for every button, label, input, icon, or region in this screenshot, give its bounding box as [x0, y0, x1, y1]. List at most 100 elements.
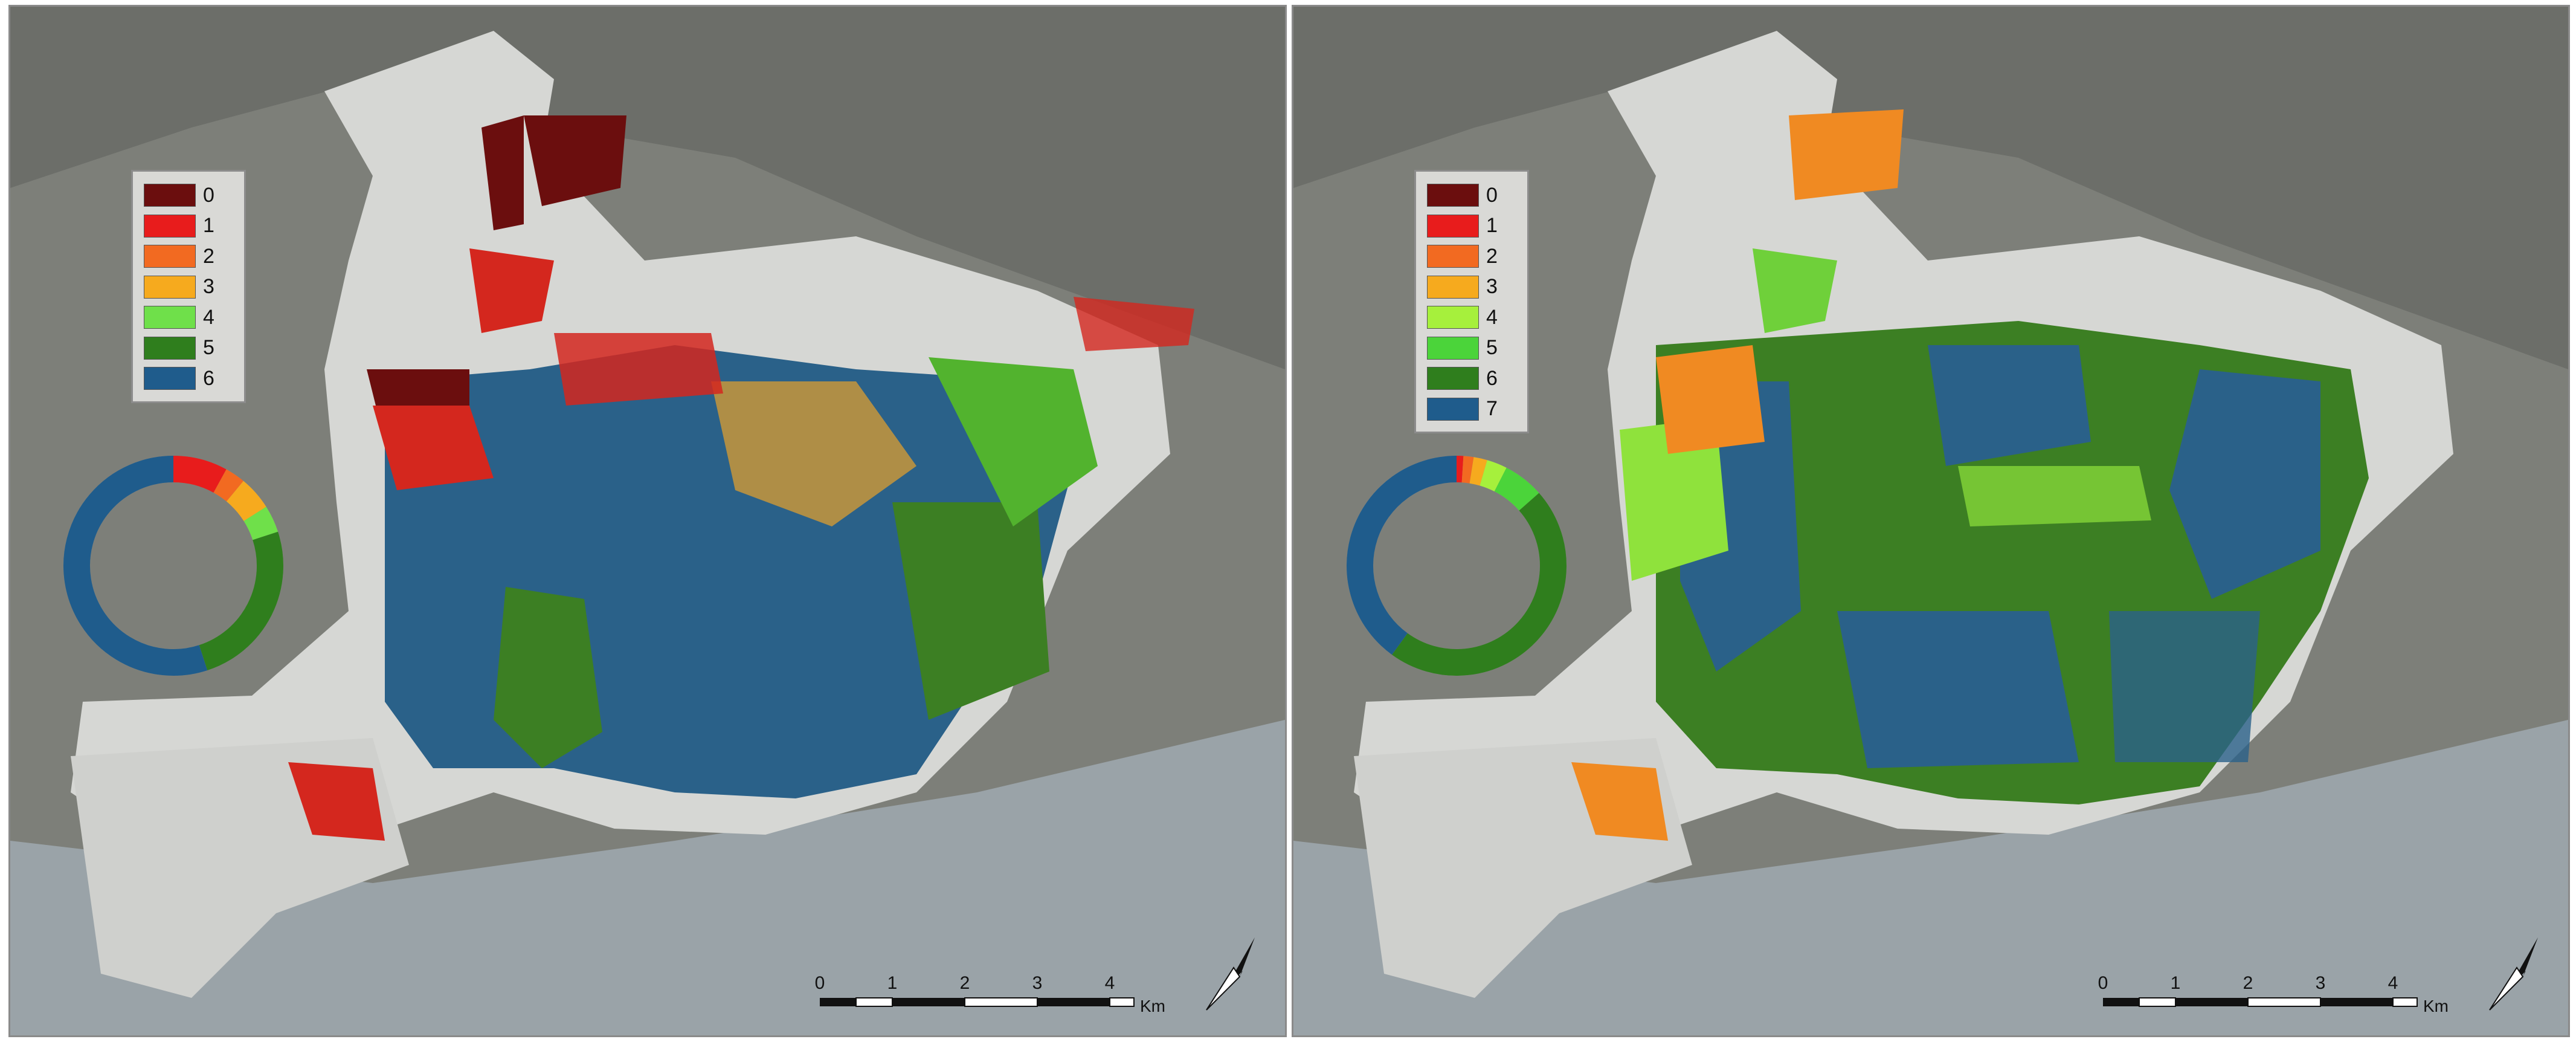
legend-label: 6 — [203, 366, 214, 390]
donut-segment-2 — [1461, 456, 1474, 484]
donut-chart — [63, 456, 283, 676]
scale-tick-label: 2 — [960, 973, 970, 993]
legend-label: 2 — [203, 244, 214, 268]
orange-zone — [1571, 762, 1668, 841]
darkred-zone — [481, 115, 524, 230]
legend-label: 3 — [1486, 275, 1498, 299]
map-canvas — [10, 7, 1285, 1035]
legend-label: 0 — [1486, 183, 1498, 207]
green-zone — [929, 357, 1098, 526]
legend-label: 1 — [203, 214, 214, 238]
blue-zone — [1837, 611, 2079, 768]
scale-unit: Km — [2423, 997, 2449, 1015]
legend-label: 3 — [203, 275, 214, 299]
legend-swatch — [1427, 184, 1479, 207]
scale-segment — [2103, 998, 2139, 1006]
scale-segment — [892, 998, 965, 1006]
scale-segment — [2139, 997, 2176, 1007]
donut-segment-6 — [1392, 493, 1567, 676]
legend-swatch — [1427, 336, 1479, 360]
lightgreen-zone — [1958, 466, 2151, 526]
green-zone — [494, 587, 602, 768]
legend-item: 5 — [1427, 333, 1527, 364]
red-zone — [554, 333, 723, 406]
red-zone — [288, 762, 385, 841]
legend-swatch — [144, 367, 196, 390]
scale-tick-label: 0 — [815, 973, 825, 993]
legend-label: 1 — [1486, 214, 1498, 238]
map-canvas — [1293, 7, 2568, 1035]
scale-tick-label: 3 — [1032, 973, 1043, 993]
map-panel-left: 0 1 2 3 4 5 6 0 1 2 3 4 — [8, 5, 1287, 1037]
blue-zone — [2169, 369, 2320, 599]
donut-segment-6 — [63, 456, 208, 676]
scale-bar: 0 1 2 3 4 Km — [815, 973, 1165, 1015]
legend-label: 5 — [203, 336, 214, 360]
legend-item: 0 — [1427, 180, 1527, 211]
donut-segment-2 — [213, 469, 244, 502]
legend-swatch — [144, 336, 196, 360]
legend-item: 5 — [144, 333, 244, 364]
legend-item: 1 — [1427, 211, 1527, 242]
donut-segment-3 — [226, 481, 266, 522]
scale-segment — [1109, 997, 1135, 1007]
green-zone — [892, 502, 1049, 720]
north-arrow-icon — [2489, 937, 2538, 1011]
legend-item: 4 — [144, 302, 244, 333]
scale-segment — [2247, 997, 2321, 1007]
legend-swatch — [144, 275, 196, 299]
green-zone — [1753, 248, 1837, 333]
legend-swatch — [1427, 275, 1479, 299]
scale-segment — [2392, 997, 2418, 1007]
legend-swatch — [1427, 245, 1479, 268]
mountain-area — [10, 7, 1285, 369]
legend-item: 3 — [144, 272, 244, 303]
donut-segment-4 — [243, 506, 279, 540]
donut-segment-5 — [199, 531, 283, 671]
legend-label: 6 — [1486, 366, 1498, 390]
map-panel-right: 0 1 2 3 4 5 6 7 0 — [1292, 5, 2570, 1037]
scale-tick-label: 4 — [2388, 973, 2398, 993]
red-zone — [1074, 297, 1194, 351]
legend-swatch — [1427, 367, 1479, 390]
scale-segment — [964, 997, 1038, 1007]
scale-segment — [1037, 998, 1110, 1006]
legend-swatch — [1427, 397, 1479, 421]
donut-chart — [1347, 456, 1567, 676]
legend-label: 4 — [1486, 305, 1498, 329]
donut-segment-4 — [1480, 460, 1507, 492]
legend-item: 6 — [144, 363, 244, 394]
legend-swatch — [1427, 214, 1479, 238]
legend-label: 5 — [1486, 336, 1498, 360]
donut-segment-5 — [1494, 467, 1539, 511]
legend-label: 2 — [1486, 244, 1498, 268]
donut-segment-1 — [173, 456, 227, 493]
legend-label: 7 — [1486, 397, 1498, 421]
legend-item: 0 — [144, 180, 244, 211]
legend-swatch — [1427, 306, 1479, 329]
scale-tick-label: 3 — [2316, 973, 2326, 993]
scale-segment — [855, 997, 893, 1007]
map-legend: 0 1 2 3 4 5 6 7 — [1414, 170, 1529, 433]
legend-item: 2 — [144, 241, 244, 272]
sea — [1293, 720, 2568, 1035]
blue-zone — [1928, 345, 2091, 466]
scale-bar: 0 1 2 3 4 Km — [2098, 973, 2449, 1015]
legend-item: 1 — [144, 211, 244, 242]
lightgreen-zone — [1620, 418, 1728, 581]
scale-tick-label: 1 — [2171, 973, 2181, 993]
scale-tick-label: 0 — [2098, 973, 2108, 993]
scale-segment — [820, 998, 856, 1006]
legend-swatch — [144, 184, 196, 207]
donut-segment-3 — [1469, 457, 1487, 486]
mountain-area — [1293, 7, 2568, 369]
donut-segment-7 — [1347, 456, 1457, 655]
blue-zone — [2109, 611, 2260, 762]
scale-unit: Km — [1140, 997, 1165, 1015]
red-zone — [469, 248, 554, 333]
sea — [10, 720, 1285, 1035]
scale-tick-label: 2 — [2243, 973, 2253, 993]
scale-segment — [2320, 998, 2393, 1006]
scale-segment — [2175, 998, 2248, 1006]
legend-label: 0 — [203, 183, 214, 207]
